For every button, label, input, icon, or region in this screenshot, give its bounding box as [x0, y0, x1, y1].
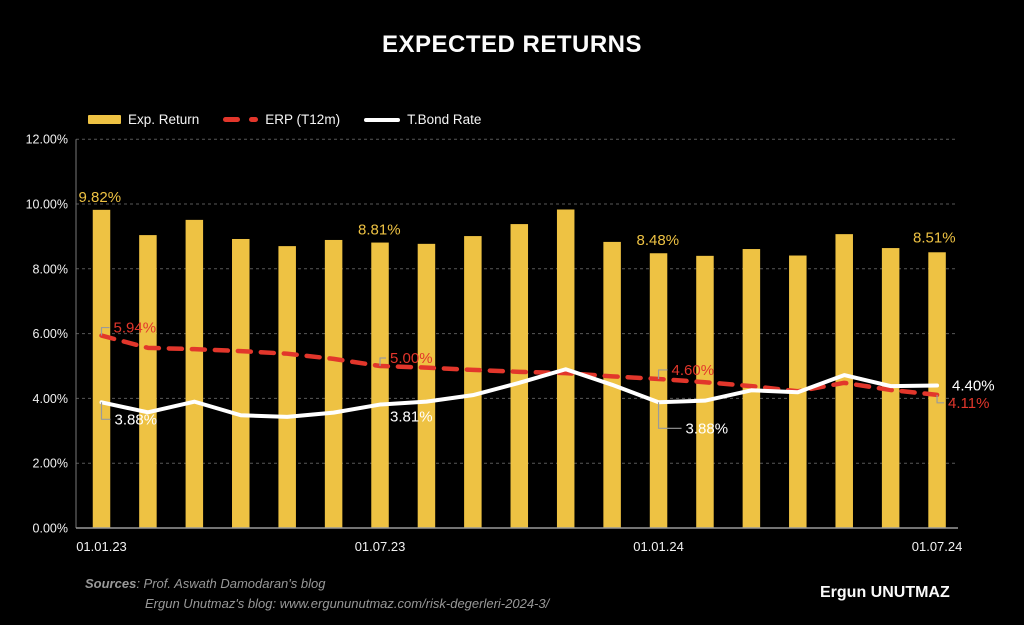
bar-exp-return: [92, 209, 111, 528]
annotation-leader-line: [657, 402, 682, 429]
author-credit: Ergun UNUTMAZ: [820, 584, 950, 601]
y-axis-tick-label: 8.00%: [33, 262, 68, 276]
bar-swatch-icon: [88, 115, 121, 124]
solid-line-swatch-icon: [364, 117, 401, 122]
bar-exp-return: [649, 253, 668, 529]
chart-legend: Exp. Return ERP (T12m) T.Bond Rate: [88, 112, 481, 127]
data-label: 3.81%: [390, 409, 433, 426]
data-label: 3.88%: [115, 411, 158, 428]
sources-line-2: Ergun Unutmaz's blog: www.ergununutmaz.c…: [145, 596, 550, 611]
y-axis-tick-label: 0.00%: [33, 522, 68, 536]
data-label: 5.94%: [114, 320, 157, 337]
legend-item-tbond: T.Bond Rate: [364, 112, 481, 127]
legend-item-exp-return: Exp. Return: [88, 112, 199, 127]
chart-title: EXPECTED RETURNS: [381, 31, 643, 58]
legend-label-erp: ERP (T12m): [265, 112, 341, 127]
bar-exp-return: [278, 246, 296, 528]
data-label: 4.60%: [672, 362, 715, 379]
x-axis-tick-label: 01.07.24: [912, 539, 963, 554]
data-label: 3.88%: [686, 420, 729, 437]
sources-label: Sources: [85, 576, 137, 591]
x-axis-tick-label: 01.01.23: [76, 539, 127, 554]
annotation-leader-line: [100, 326, 110, 336]
bar-exp-return: [324, 239, 343, 529]
y-axis-tick-label: 6.00%: [33, 327, 68, 341]
legend-label-tbond: T.Bond Rate: [407, 112, 482, 127]
y-axis-tick-label: 2.00%: [33, 457, 68, 471]
data-label: 8.81%: [358, 222, 401, 239]
bar-exp-return: [185, 219, 204, 528]
tbond-line: [99, 367, 940, 419]
bar-exp-return: [371, 242, 389, 528]
dashed-line-swatch-icon: [223, 117, 259, 122]
sources-text-1: : Prof. Aswath Damodaran's blog: [136, 576, 326, 591]
data-label: 4.40%: [952, 377, 995, 394]
annotation-leader-line: [379, 357, 387, 366]
legend-item-erp: ERP (T12m): [223, 112, 340, 127]
bar-exp-return: [232, 238, 250, 528]
annotation-leader-line: [657, 369, 668, 379]
bar-exp-return: [510, 224, 529, 528]
y-axis-tick-label: 4.00%: [33, 392, 68, 406]
sources-note: Sources: Prof. Aswath Damodaran's blog E…: [85, 574, 549, 614]
annotation-leader-line: [100, 402, 111, 420]
y-axis-tick-label: 10.00%: [26, 198, 68, 212]
legend-label-exp-return: Exp. Return: [128, 112, 200, 127]
y-axis-tick-label: 12.00%: [26, 133, 68, 147]
data-label: 4.11%: [948, 395, 989, 412]
x-axis-tick-label: 01.07.23: [355, 539, 406, 554]
sources-line-1: Sources: Prof. Aswath Damodaran's blog: [85, 574, 549, 594]
bar-exp-return: [696, 255, 714, 528]
data-label: 8.48%: [637, 232, 680, 249]
bar-exp-return: [928, 252, 946, 528]
data-label: 9.82%: [79, 189, 122, 206]
data-label: 5.00%: [390, 350, 433, 367]
bar-exp-return: [417, 243, 436, 529]
data-label: 8.51%: [913, 229, 956, 246]
bar-exp-return: [139, 235, 157, 528]
bar-exp-return: [464, 236, 482, 529]
x-axis-tick-label: 01.01.24: [633, 539, 684, 554]
annotation-leader-line: [936, 394, 945, 404]
